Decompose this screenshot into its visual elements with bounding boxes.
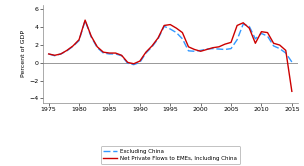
Excluding China	[89, 36, 93, 38]
Excluding China	[71, 45, 75, 47]
Net Private Flows to EMEs, Including China	[187, 46, 190, 48]
Excluding China	[168, 28, 172, 30]
Excluding China	[187, 50, 190, 52]
Excluding China	[138, 61, 142, 63]
Net Private Flows to EMEs, Including China	[272, 42, 275, 44]
Y-axis label: Percent of GDP: Percent of GDP	[21, 30, 26, 78]
Excluding China	[150, 46, 154, 48]
Net Private Flows to EMEs, Including China	[254, 42, 257, 44]
Net Private Flows to EMEs, Including China	[181, 32, 184, 34]
Net Private Flows to EMEs, Including China	[162, 24, 166, 26]
Net Private Flows to EMEs, Including China	[150, 45, 154, 47]
Net Private Flows to EMEs, Including China	[211, 47, 215, 49]
Legend: Excluding China, Net Private Flows to EMEs, Including China: Excluding China, Net Private Flows to EM…	[101, 146, 240, 164]
Excluding China	[156, 38, 160, 40]
Net Private Flows to EMEs, Including China	[95, 46, 99, 48]
Net Private Flows to EMEs, Including China	[223, 43, 227, 45]
Excluding China	[284, 52, 288, 54]
Excluding China	[144, 52, 148, 54]
Net Private Flows to EMEs, Including China	[108, 52, 111, 54]
Excluding China	[53, 55, 57, 57]
Net Private Flows to EMEs, Including China	[217, 46, 221, 48]
Net Private Flows to EMEs, Including China	[89, 35, 93, 37]
Excluding China	[235, 39, 239, 41]
Net Private Flows to EMEs, Including China	[47, 53, 50, 55]
Excluding China	[223, 48, 227, 50]
Excluding China	[290, 61, 294, 63]
Excluding China	[77, 40, 81, 42]
Net Private Flows to EMEs, Including China	[114, 52, 117, 54]
Excluding China	[65, 50, 69, 52]
Net Private Flows to EMEs, Including China	[120, 54, 123, 56]
Excluding China	[102, 52, 105, 54]
Net Private Flows to EMEs, Including China	[278, 44, 282, 46]
Net Private Flows to EMEs, Including China	[174, 27, 178, 29]
Excluding China	[278, 48, 282, 50]
Net Private Flows to EMEs, Including China	[241, 22, 245, 24]
Excluding China	[59, 53, 63, 55]
Net Private Flows to EMEs, Including China	[229, 41, 233, 43]
Excluding China	[162, 25, 166, 27]
Net Private Flows to EMEs, Including China	[144, 51, 148, 53]
Net Private Flows to EMEs, Including China	[235, 24, 239, 26]
Excluding China	[199, 49, 202, 51]
Excluding China	[120, 55, 123, 57]
Excluding China	[266, 35, 269, 37]
Excluding China	[181, 38, 184, 40]
Excluding China	[83, 20, 87, 22]
Line: Net Private Flows to EMEs, Including China: Net Private Flows to EMEs, Including Chi…	[49, 20, 292, 91]
Net Private Flows to EMEs, Including China	[168, 24, 172, 26]
Net Private Flows to EMEs, Including China	[138, 60, 142, 62]
Excluding China	[47, 53, 50, 55]
Net Private Flows to EMEs, Including China	[266, 32, 269, 34]
Net Private Flows to EMEs, Including China	[71, 45, 75, 47]
Excluding China	[193, 50, 196, 52]
Excluding China	[229, 48, 233, 50]
Net Private Flows to EMEs, Including China	[83, 19, 87, 21]
Net Private Flows to EMEs, Including China	[77, 39, 81, 41]
Excluding China	[260, 33, 263, 35]
Net Private Flows to EMEs, Including China	[199, 50, 202, 52]
Net Private Flows to EMEs, Including China	[65, 49, 69, 51]
Net Private Flows to EMEs, Including China	[205, 48, 209, 50]
Excluding China	[211, 48, 215, 50]
Net Private Flows to EMEs, Including China	[126, 61, 130, 63]
Net Private Flows to EMEs, Including China	[53, 54, 57, 56]
Excluding China	[205, 48, 209, 50]
Net Private Flows to EMEs, Including China	[59, 53, 63, 55]
Net Private Flows to EMEs, Including China	[290, 90, 294, 92]
Net Private Flows to EMEs, Including China	[102, 51, 105, 53]
Net Private Flows to EMEs, Including China	[260, 31, 263, 33]
Net Private Flows to EMEs, Including China	[247, 27, 251, 29]
Excluding China	[95, 47, 99, 49]
Net Private Flows to EMEs, Including China	[132, 63, 136, 65]
Excluding China	[114, 53, 117, 55]
Excluding China	[132, 64, 136, 66]
Net Private Flows to EMEs, Including China	[193, 48, 196, 50]
Excluding China	[241, 23, 245, 25]
Excluding China	[272, 45, 275, 47]
Excluding China	[126, 62, 130, 64]
Excluding China	[108, 53, 111, 55]
Net Private Flows to EMEs, Including China	[284, 49, 288, 51]
Line: Excluding China: Excluding China	[49, 21, 292, 65]
Excluding China	[217, 48, 221, 50]
Excluding China	[254, 38, 257, 40]
Excluding China	[174, 32, 178, 34]
Net Private Flows to EMEs, Including China	[156, 37, 160, 39]
Excluding China	[247, 25, 251, 27]
